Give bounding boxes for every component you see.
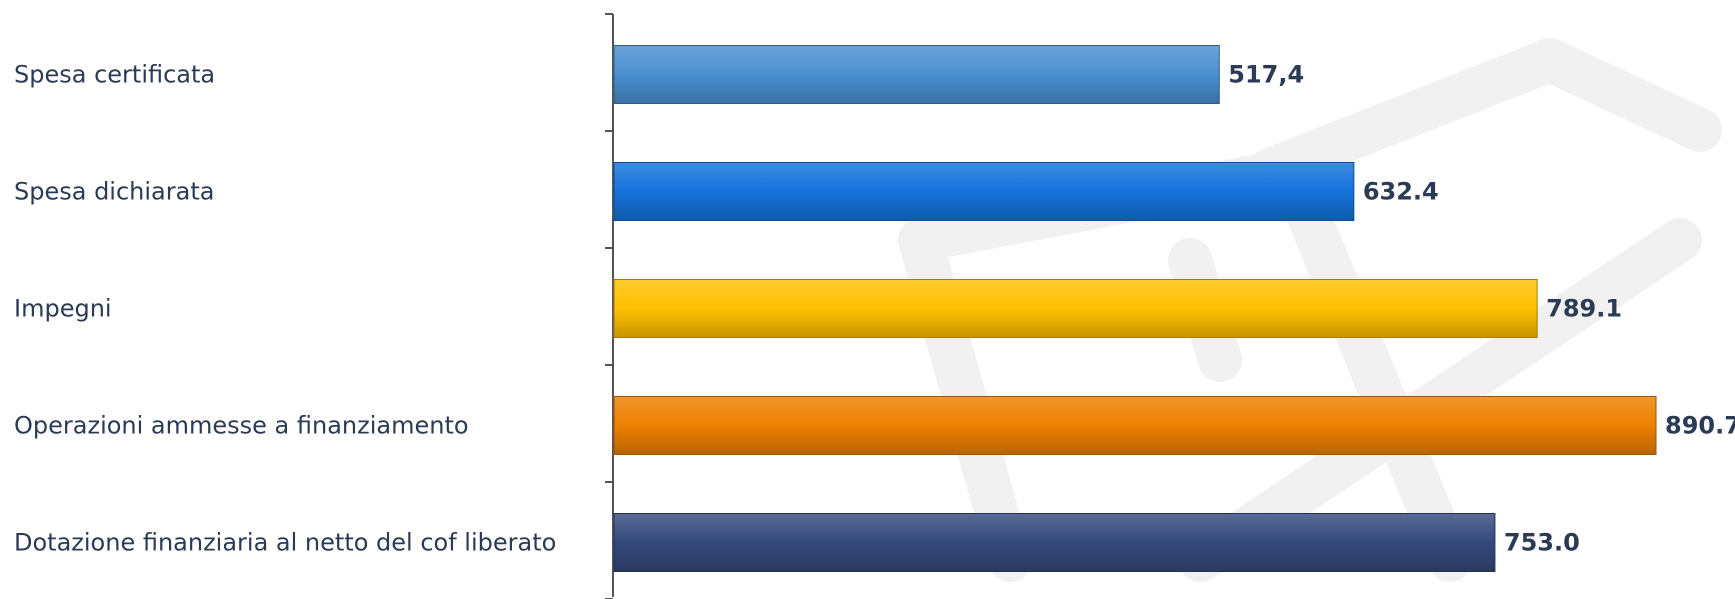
value-label: 789.1 bbox=[1546, 295, 1622, 323]
bar-1 bbox=[613, 45, 1220, 104]
value-label: 517,4 bbox=[1228, 61, 1304, 89]
category-label: Spesa certificata bbox=[14, 61, 215, 89]
category-label: Spesa dichiarata bbox=[14, 178, 214, 206]
bars bbox=[613, 45, 1657, 572]
bar-4 bbox=[613, 396, 1657, 455]
category-label: Dotazione finanziaria al netto del cof l… bbox=[14, 529, 556, 557]
value-label: 632.4 bbox=[1363, 178, 1439, 206]
value-labels: 517,4 632.4 789.1 890.7 753.0 bbox=[1228, 61, 1735, 557]
value-label: 890.7 bbox=[1665, 412, 1735, 440]
bar-3 bbox=[613, 279, 1538, 338]
bar-2 bbox=[613, 162, 1355, 221]
value-label: 753.0 bbox=[1504, 529, 1580, 557]
category-label: Operazioni ammesse a finanziamento bbox=[14, 412, 469, 440]
bar-5 bbox=[613, 513, 1496, 572]
category-label: Impegni bbox=[14, 295, 112, 323]
y-axis-ticks bbox=[605, 13, 613, 599]
category-labels: Spesa certificata Spesa dichiarata Impegni… bbox=[14, 61, 556, 557]
